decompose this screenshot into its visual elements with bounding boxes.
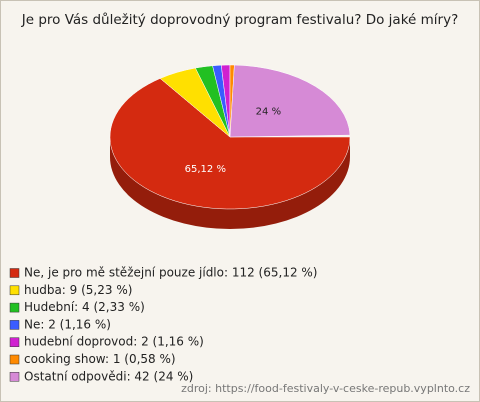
pie-slice xyxy=(109,78,351,210)
data-label: 24 % xyxy=(256,107,281,118)
chart-title: Je pro Vás důležitý doprovodný program f… xyxy=(21,12,458,28)
legend-label: hudba: 9 (5,23 %) xyxy=(24,283,132,297)
legend-swatch xyxy=(9,302,20,313)
legend-swatch xyxy=(9,372,20,382)
legend-label: Ne, je pro mě stěžejní pouze jídlo: 112 … xyxy=(24,266,318,280)
legend-swatch xyxy=(9,268,20,278)
legend-label: Ostatní odpovědi: 42 (24 %) xyxy=(24,369,193,383)
legend-label: Ne: 2 (1,16 %) xyxy=(24,317,111,331)
legend-swatch xyxy=(9,285,20,296)
source: zdroj: https://food-festivaly-v-ceske-re… xyxy=(181,382,470,395)
pie-side xyxy=(110,137,350,229)
legend-label: Hudební: 4 (2,33 %) xyxy=(24,300,145,314)
pie-slice xyxy=(229,64,351,138)
legend-label: hudební doprovod: 2 (1,16 %) xyxy=(24,335,204,349)
legend-swatch xyxy=(9,354,20,365)
legend-swatch xyxy=(9,320,20,330)
legend-swatch xyxy=(9,337,20,347)
legend-label: cooking show: 1 (0,58 %) xyxy=(24,352,176,366)
data-label: 65,12 % xyxy=(185,164,226,175)
